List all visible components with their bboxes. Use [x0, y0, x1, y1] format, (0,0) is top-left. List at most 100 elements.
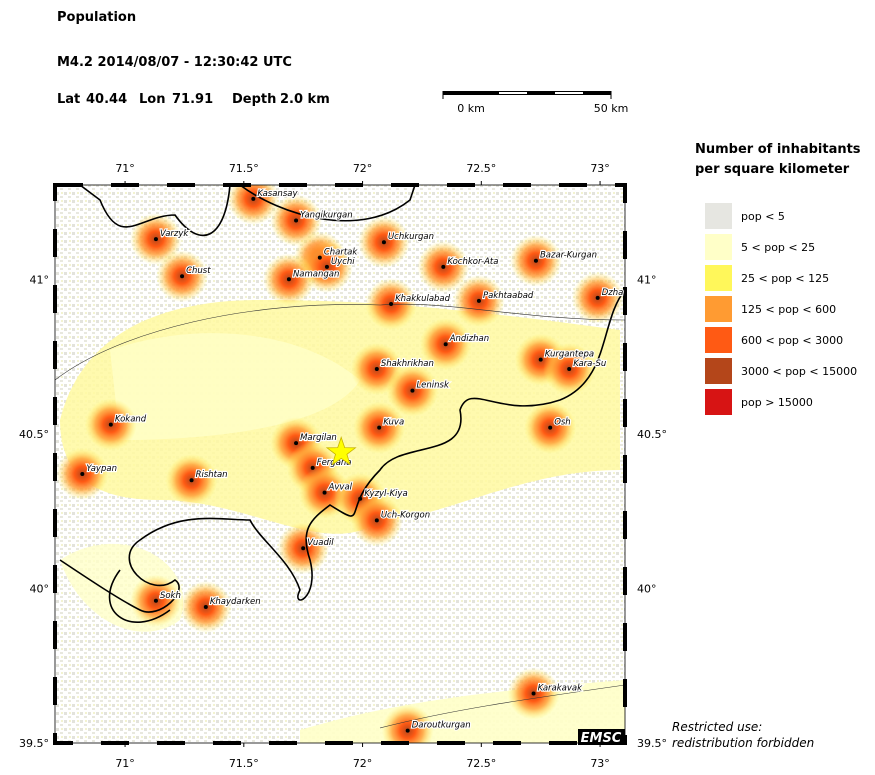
- city-label: Avval: [328, 483, 353, 493]
- lat-tick-label: 40.5°: [637, 428, 667, 441]
- city-dot: [180, 274, 185, 279]
- city-dot: [203, 604, 208, 609]
- city-label: Kochkor-Ata: [447, 257, 498, 267]
- city-label: Kokand: [115, 415, 147, 425]
- legend-swatch: [705, 234, 732, 260]
- depth-value: 2.0 km: [280, 92, 330, 107]
- lat-tick-label: 41°: [637, 273, 657, 286]
- city-dot: [595, 295, 600, 300]
- population-blob: [381, 704, 434, 743]
- lon-tick-label: 73°: [590, 757, 610, 770]
- city-dot: [374, 518, 379, 523]
- city-dot: [310, 465, 315, 470]
- event: M4.2 2014/08/07 - 12:30:42 UTC: [57, 55, 292, 70]
- legend-label: 5 < pop < 25: [741, 241, 815, 254]
- lon-tick-label: 71.5°: [229, 162, 259, 175]
- lon-tick-label: 71.5°: [229, 757, 259, 770]
- scale-start: 0 km: [457, 102, 485, 115]
- city-label: Vuadil: [307, 538, 334, 548]
- city-dot: [538, 357, 543, 362]
- city-dot: [405, 728, 410, 733]
- lon-tick-label: 71°: [115, 757, 135, 770]
- city-label: Karakavak: [538, 684, 584, 694]
- city-label: Kyzyl-Kiya: [364, 489, 407, 499]
- legend-label: 600 < pop < 3000: [741, 334, 843, 347]
- city-dot: [443, 342, 448, 347]
- lat-value: 40.44: [86, 92, 127, 107]
- city-dot: [410, 388, 415, 393]
- city-label: Osh: [554, 418, 571, 428]
- city-label: Uchkurgan: [388, 232, 434, 242]
- city-label: Kasansay: [257, 189, 298, 199]
- city-label: Kara-Su: [573, 359, 606, 369]
- scale-bar: [442, 91, 612, 99]
- lat-tick-label: 41°: [30, 273, 50, 286]
- city-label: Namangan: [293, 269, 339, 279]
- city-label: Khaydarken: [210, 597, 261, 607]
- city-dot: [317, 255, 322, 260]
- city-label: Daroutkurgan: [412, 721, 471, 731]
- lat-tick-label: 40.5°: [19, 428, 49, 441]
- legend-swatch: [705, 327, 732, 353]
- city-label: Andizhan: [449, 334, 489, 344]
- legend-label: 25 < pop < 125: [741, 272, 829, 285]
- legend-label: 3000 < pop < 15000: [741, 365, 857, 378]
- city-label: Varzyk: [160, 229, 189, 239]
- city-label: Khakkulabad: [395, 294, 451, 304]
- legend-swatch: [705, 265, 732, 291]
- notice: redistribution forbidden: [672, 736, 814, 750]
- legend-swatch: [705, 358, 732, 384]
- city-dot: [533, 258, 538, 263]
- city-label: Kuva: [383, 418, 404, 428]
- city-dot: [358, 496, 363, 501]
- title: Population: [57, 10, 136, 25]
- city-dot: [441, 264, 446, 269]
- city-dot: [324, 264, 329, 269]
- notice: Restricted use:: [672, 720, 762, 734]
- city-label: Shakhrikhan: [381, 359, 434, 369]
- city-dot: [374, 366, 379, 371]
- legend-swatch: [705, 296, 732, 322]
- city-dot: [381, 240, 386, 245]
- city-dot: [531, 691, 536, 696]
- city-dot: [567, 366, 572, 371]
- city-dot: [189, 478, 194, 483]
- city-dot: [322, 490, 327, 495]
- legend-label: pop < 5: [741, 210, 785, 223]
- lat-tick-label: 39.5°: [19, 737, 49, 750]
- lon-tick-label: 73°: [590, 162, 610, 175]
- city-dot: [548, 425, 553, 430]
- legend-title: Number of inhabitants: [695, 142, 861, 157]
- city-label: Chust: [186, 266, 211, 276]
- epicenter-star: [325, 436, 357, 466]
- city-dot: [153, 237, 158, 242]
- city-dot: [476, 298, 481, 303]
- city-label: Kurgantepa: [545, 350, 594, 360]
- city-label: Yaypan: [86, 464, 117, 474]
- legend-swatch: [705, 203, 732, 229]
- city-dot: [153, 598, 158, 603]
- legend-swatch: [705, 389, 732, 415]
- map-border: [54, 184, 626, 744]
- lon-tick-label: 72.5°: [466, 162, 496, 175]
- city-label: Sokh: [160, 591, 181, 601]
- lat-label: Lat: [57, 92, 80, 107]
- lon-tick-label: 72°: [353, 757, 373, 770]
- lat-tick-label: 39.5°: [637, 737, 667, 750]
- city-dot: [301, 546, 306, 551]
- city-label: Leninsk: [416, 381, 450, 391]
- city-dot: [108, 422, 113, 427]
- lon-label: Lon: [139, 92, 165, 107]
- city-label: Uch-Korgon: [381, 510, 430, 520]
- city-dot: [389, 302, 394, 307]
- legend-label: 125 < pop < 600: [741, 303, 836, 316]
- city-label: Dzha: [602, 288, 624, 298]
- lon-tick-label: 71°: [115, 162, 135, 175]
- lon-tick-label: 72°: [353, 162, 373, 175]
- city-label: Rishtan: [196, 470, 228, 480]
- legend-title: per square kilometer: [695, 162, 850, 177]
- city-label: Chartak: [324, 248, 359, 258]
- logo: EMSC: [581, 731, 622, 746]
- city-dot: [251, 196, 256, 201]
